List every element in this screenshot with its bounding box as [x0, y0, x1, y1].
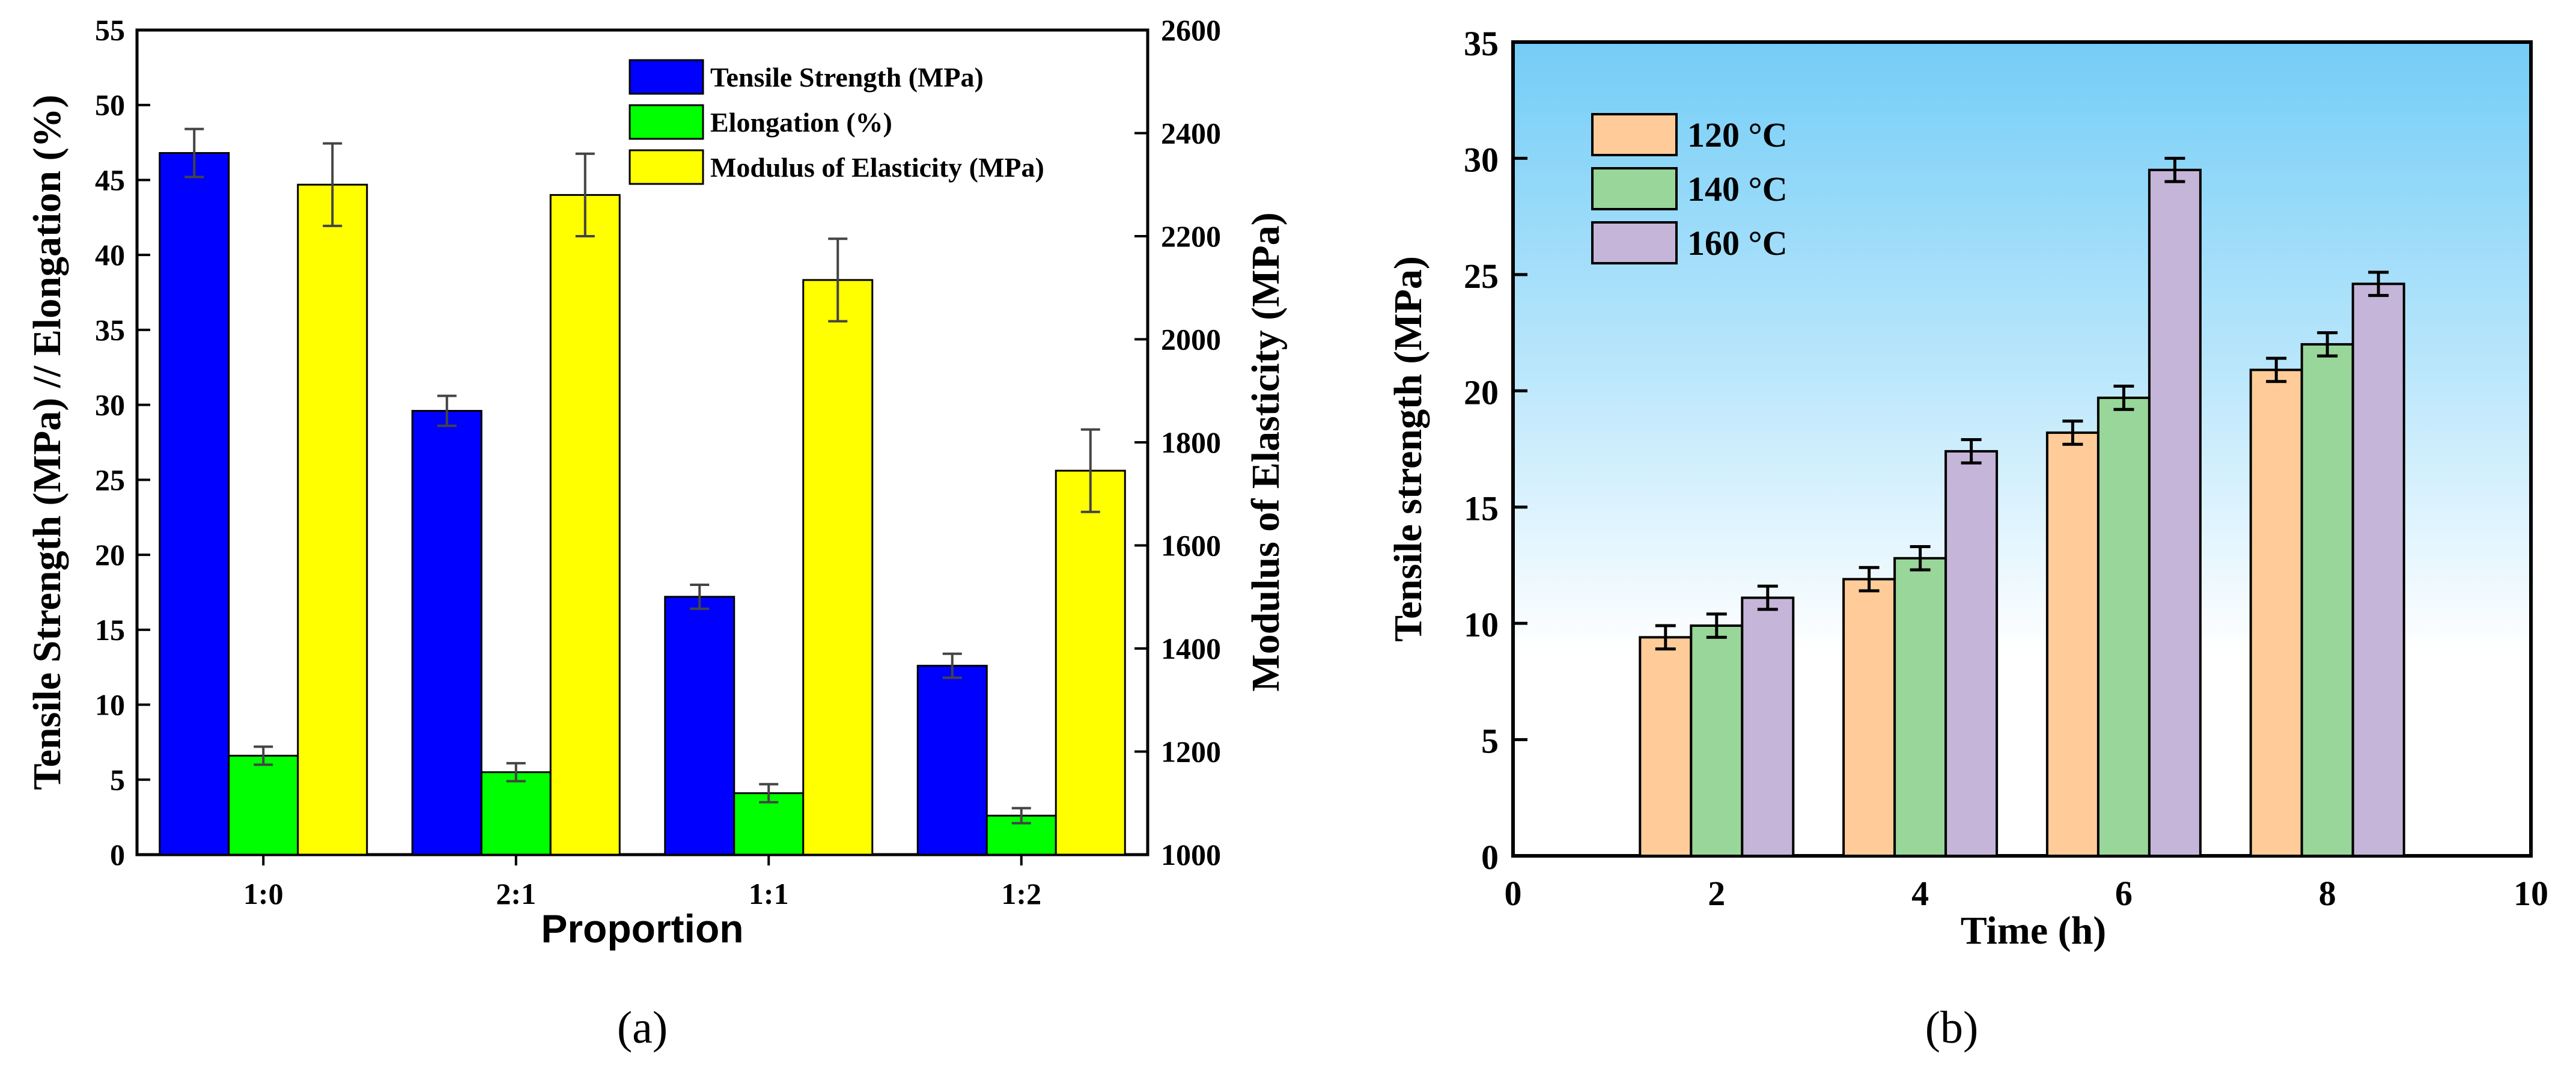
bar-tensile-strength-mpa	[664, 596, 735, 856]
x-tick-label: 2	[1708, 874, 1725, 913]
panel-b-xlabel: Time (h)	[1961, 909, 2107, 953]
bar-120-c	[1639, 636, 1693, 857]
right-tick-label: 1400	[1161, 632, 1221, 665]
x-tick-label: 1:0	[243, 877, 284, 911]
legend-swatch-140-c	[1591, 167, 1678, 210]
bar-modulus-of-elasticity-mpa	[549, 194, 621, 856]
bar-140-c	[1893, 557, 1947, 858]
y-tick-label: 10	[1464, 605, 1499, 644]
right-tick-label: 2200	[1161, 219, 1221, 253]
x-tick-label: 1:1	[749, 877, 789, 911]
left-tick-label: 45	[95, 163, 125, 197]
caption-b: (b)	[1925, 1002, 1979, 1053]
legend-label-elongation: Elongation (%)	[710, 107, 892, 138]
right-tick-label: 1600	[1161, 529, 1221, 563]
y-tick-label: 25	[1464, 257, 1499, 296]
panel-a-bars	[159, 127, 1126, 856]
panel-b: 0 5 10 15 20 25 30 35 0 2 4 6 8 10 120 °C 140 °C 160 °…	[1386, 24, 2548, 1053]
bar-160-c	[1944, 450, 1999, 857]
bar-tensile-strength-mpa	[159, 152, 230, 856]
x-tick-label: 0	[1505, 874, 1522, 913]
left-tick-label: 5	[110, 763, 125, 796]
panel-b-plot-frame	[1511, 40, 2533, 858]
x-tick-label: 1:2	[1001, 877, 1041, 911]
right-tick-label: 1200	[1161, 735, 1221, 769]
bar-140-c	[2096, 396, 2151, 857]
left-tick-label: 40	[95, 238, 125, 272]
left-tick-label: 15	[95, 613, 125, 647]
panel-b-ylabel: Tensile strength (MPa)	[1386, 256, 1430, 642]
legend-label-160-c: 160 °C	[1687, 224, 1788, 263]
bar-elongation	[228, 754, 299, 856]
y-tick-label: 0	[1481, 838, 1499, 877]
panel-a-right-axis: 1000 1200 1400 1600 1800 2000 2200 2400 2600	[1134, 13, 1221, 871]
left-tick-label: 55	[95, 13, 125, 47]
right-tick-label: 1000	[1161, 838, 1221, 871]
panel-a-left-axis: 0 5 10 15 20 25 30 35 40 45 50 55	[95, 13, 150, 871]
x-tick-label: 8	[2319, 874, 2336, 913]
x-tick-label: 10	[2514, 874, 2548, 913]
right-tick-label: 1800	[1161, 426, 1221, 459]
legend-swatch-120-c	[1591, 113, 1678, 156]
bar-tensile-strength-mpa	[411, 410, 483, 856]
caption-a: (a)	[617, 1002, 668, 1053]
bar-160-c	[2148, 168, 2202, 857]
left-tick-label: 35	[95, 313, 125, 347]
right-tick-label: 2400	[1161, 117, 1221, 150]
legend-swatch-modulus-of-elasticity-mpa	[629, 149, 704, 185]
legend-swatch-elongation	[629, 104, 704, 140]
left-tick-label: 50	[95, 88, 125, 122]
right-tick-label: 2600	[1161, 13, 1221, 47]
x-tick-label: 4	[1911, 874, 1929, 913]
bar-120-c	[2249, 368, 2303, 857]
left-tick-label: 20	[95, 538, 125, 572]
left-tick-label: 30	[95, 388, 125, 422]
bar-modulus-of-elasticity-mpa	[1055, 469, 1126, 856]
panel-a-legend: Tensile Strength (MPa) Elongation (%) Modu…	[629, 59, 1044, 185]
panel-b-legend: 120 °C 140 °C 160 °C	[1591, 113, 1788, 264]
right-tick-label: 2000	[1161, 323, 1221, 356]
legend-swatch-160-c	[1591, 221, 1678, 264]
y-tick-label: 15	[1464, 489, 1499, 528]
y-tick-label: 30	[1464, 140, 1499, 179]
bar-modulus-of-elasticity-mpa	[802, 279, 874, 856]
y-tick-label: 35	[1464, 24, 1499, 63]
legend-label-tensile-strength-mpa: Tensile Strength (MPa)	[710, 62, 984, 93]
bar-tensile-strength-mpa	[916, 665, 988, 856]
bar-160-c	[1741, 596, 1795, 857]
bar-modulus-of-elasticity-mpa	[297, 183, 368, 856]
y-tick-label: 5	[1481, 722, 1499, 761]
panel-b-y-axis: 0 5 10 15 20 25 30 35	[1464, 24, 1527, 877]
bar-140-c	[1690, 624, 1744, 858]
bar-160-c	[2351, 282, 2405, 857]
panel-b-bars	[1639, 156, 2405, 858]
bar-120-c	[2045, 431, 2099, 857]
legend-swatch-tensile-strength-mpa	[629, 59, 704, 95]
x-tick-label: 2:1	[496, 877, 536, 911]
left-tick-label: 0	[110, 838, 125, 871]
bar-elongation	[480, 771, 552, 856]
panel-a-x-axis: 1:0 2:1 1:1 1:2	[243, 855, 1041, 911]
legend-label-120-c: 120 °C	[1687, 115, 1788, 154]
panel-a-ylabel-right: Modulus of Elasticity (MPa)	[1244, 212, 1288, 691]
bar-140-c	[2300, 343, 2354, 857]
legend-label-modulus-of-elasticity-mpa: Modulus of Elasticity (MPa)	[710, 152, 1044, 183]
panel-a-ylabel-left: Tensile Strength (MPa) // Elongation (%)	[25, 95, 69, 790]
legend-label-140-c: 140 °C	[1687, 169, 1788, 209]
panel-a-xlabel: Proportion	[541, 906, 743, 951]
left-tick-label: 25	[95, 463, 125, 496]
y-tick-label: 20	[1464, 373, 1499, 412]
left-tick-label: 10	[95, 688, 125, 722]
bar-120-c	[1842, 578, 1896, 857]
x-tick-label: 6	[2115, 874, 2133, 913]
